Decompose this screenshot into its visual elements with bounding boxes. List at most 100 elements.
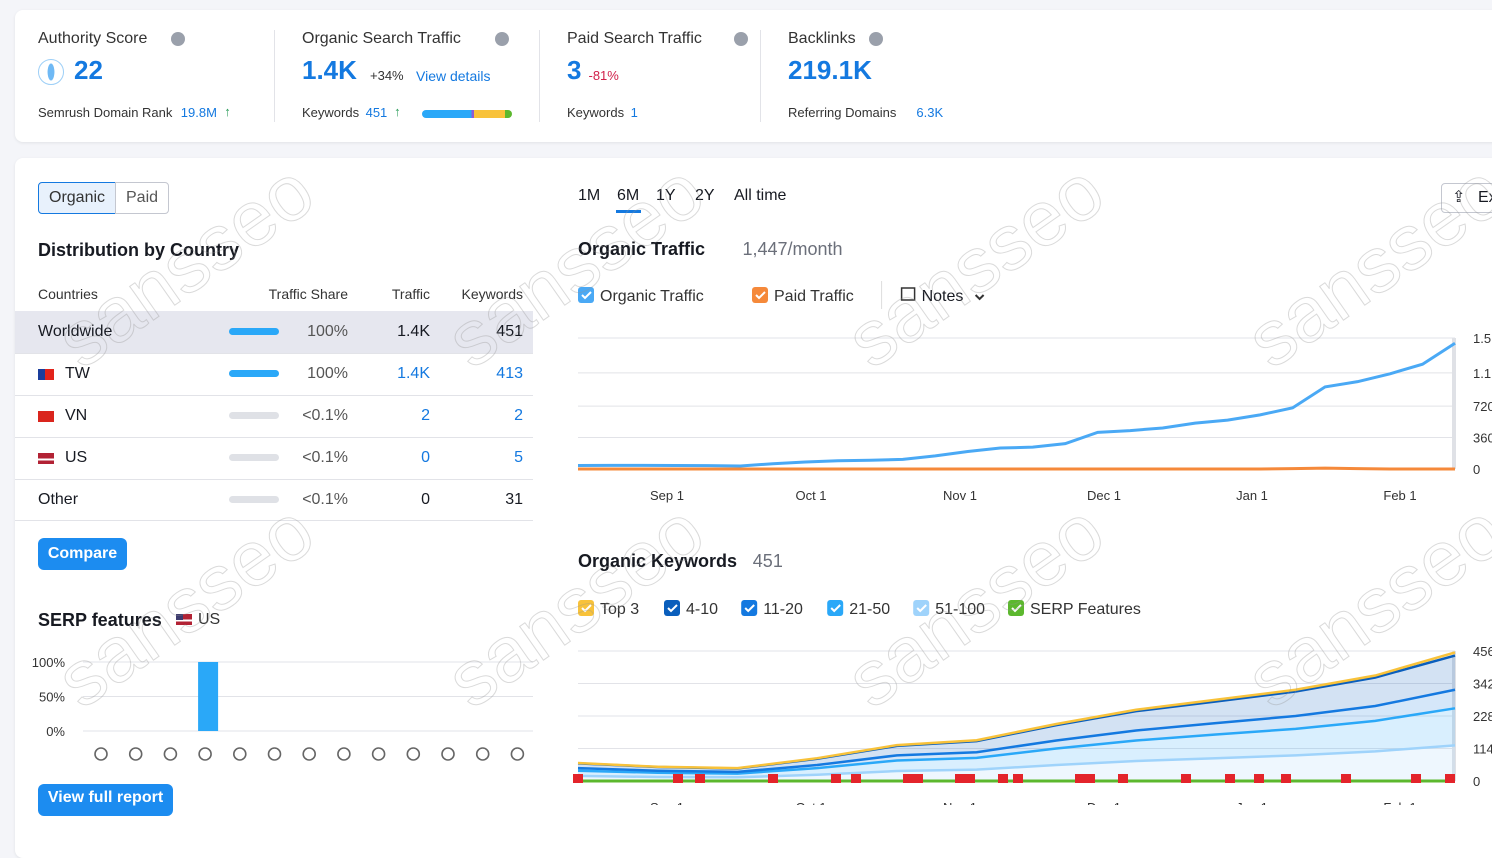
info-icon [869, 32, 884, 46]
legend-check [755, 291, 766, 300]
range-tab[interactable]: 1Y [656, 187, 676, 204]
y-tick-label: 360 [1473, 431, 1492, 446]
cell[interactable]: 1.4K [397, 365, 430, 382]
trend-arrow: ↑ [394, 104, 401, 119]
sub-label: Referring Domains [788, 105, 897, 120]
range-tab[interactable]: All time [734, 187, 787, 204]
metric-label: Organic Search Traffic [302, 30, 461, 47]
chart-subtitle: 451 [753, 551, 783, 571]
serp-flag [903, 774, 913, 783]
area-band [578, 655, 1455, 772]
legend-checkbox [827, 600, 844, 616]
feature-icon [302, 747, 317, 761]
export-button[interactable]: ⇪ Export [1441, 183, 1492, 213]
cell[interactable]: 2 [514, 407, 523, 424]
bar [198, 662, 219, 731]
notes-button[interactable]: Notes [922, 288, 964, 305]
tab-organic[interactable]: Organic [38, 182, 117, 214]
x-tick-label: Nov 1 [943, 800, 977, 805]
legend-label: Paid Traffic [774, 288, 854, 305]
feature-icon [198, 747, 212, 761]
cell[interactable]: 413 [496, 365, 523, 382]
serp-flag [851, 774, 861, 783]
country-name[interactable]: Worldwide [38, 323, 113, 340]
series-line [577, 744, 1456, 779]
serp-flag [1181, 774, 1191, 783]
sub-value: 6.3K [916, 105, 944, 120]
score-icon [38, 59, 64, 85]
legend-checkbox [578, 287, 594, 303]
row-divider [15, 520, 533, 521]
cell[interactable]: 2 [421, 407, 430, 424]
metric-value: 3 [567, 55, 582, 85]
serp-flag [1445, 774, 1455, 783]
cell: 100% [307, 365, 348, 382]
cell: 1.4K [397, 323, 430, 340]
metric-label: Paid Search Traffic [567, 30, 702, 47]
info-icon [495, 32, 510, 46]
country-name[interactable]: VN [65, 407, 88, 424]
flag [38, 369, 54, 380]
serp-flag [1411, 774, 1421, 783]
cell: 0 [421, 491, 430, 508]
keyword-bar [422, 110, 512, 118]
x-tick-label: Feb 1 [1383, 488, 1416, 503]
x-tick-label: Feb 1 [1383, 800, 1416, 805]
legend-check [1011, 604, 1022, 613]
legend-label: 4-10 [686, 601, 718, 618]
row-divider [15, 437, 533, 438]
series-line [577, 341, 1456, 468]
page: {"metrics":[ {"label":"Authority Score",… [15, 10, 1492, 858]
x-tick-label: Oct 1 [795, 800, 826, 805]
share-bar-track [229, 496, 279, 503]
column-header: Traffic Share [268, 286, 348, 302]
range-tab[interactable]: 2Y [695, 187, 715, 204]
sub-value: 1 [630, 105, 638, 120]
feature-icon [337, 747, 351, 761]
y-tick-label: 342 [1473, 677, 1492, 692]
export-icon: ⇪ [1452, 189, 1466, 206]
x-tick-label: Oct 1 [795, 488, 826, 503]
section-title: SERP features [38, 610, 162, 630]
legend-label: 51-100 [935, 601, 985, 618]
section-title: Distribution by Country [38, 240, 239, 260]
country-name[interactable]: US [65, 449, 88, 466]
cell[interactable]: 5 [514, 449, 523, 466]
row-divider [15, 479, 533, 480]
y-tick-label: 1.1K [1473, 366, 1492, 381]
metrics-card [15, 10, 1492, 142]
metric-change: -81% [588, 68, 619, 83]
series-line [578, 466, 1455, 471]
y-tick-label: 100% [32, 655, 66, 670]
cell[interactable]: 0 [421, 449, 430, 466]
x-tick-label: Dec 1 [1087, 800, 1121, 805]
range-tab[interactable]: 6M [617, 187, 640, 204]
legend-check [744, 604, 755, 613]
y-tick-label: 0% [46, 724, 65, 739]
details-link[interactable]: View details [416, 68, 491, 84]
compare-button[interactable]: Compare [38, 538, 127, 570]
feature-icon [267, 747, 282, 761]
serp-flag [1225, 774, 1235, 783]
feature-icon [233, 747, 247, 761]
series-line [577, 651, 1456, 770]
metric-change: +34% [370, 68, 404, 83]
country-name[interactable]: Other [38, 491, 79, 508]
metric-label: Authority Score [38, 30, 148, 47]
country-name[interactable]: TW [65, 365, 90, 382]
y-tick-label: 456 [1473, 644, 1492, 659]
sub-value: 451 [365, 105, 388, 120]
range-tab[interactable]: 1M [578, 187, 601, 204]
x-tick-label: Jan 1 [1236, 800, 1268, 805]
metric-label: Backlinks [788, 30, 856, 47]
info-icon [734, 32, 749, 46]
cell: <0.1% [302, 449, 348, 466]
serp-flag [1013, 774, 1023, 783]
tab-paid[interactable]: Paid [115, 182, 170, 214]
share-bar-track [229, 370, 279, 377]
share-bar [229, 370, 279, 377]
serp-flag [1118, 774, 1128, 783]
legend-checkbox [741, 600, 758, 616]
serp-flag [1075, 774, 1085, 783]
legend-checkbox [664, 600, 680, 616]
